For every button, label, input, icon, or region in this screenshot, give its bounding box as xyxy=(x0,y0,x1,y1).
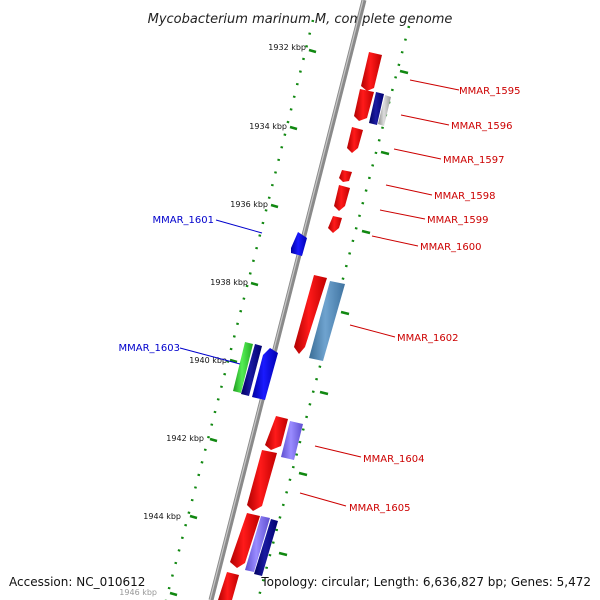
gene-mmar-1602[interactable] xyxy=(294,275,327,354)
forward-genes xyxy=(218,52,391,600)
outer-major-tick xyxy=(298,471,308,477)
inner-major-tick xyxy=(308,48,317,54)
inner-tick-track xyxy=(164,19,315,600)
label-mmar-1602[interactable]: MMAR_1602 xyxy=(397,333,459,344)
kbp-label: 1934 kbp xyxy=(249,122,287,131)
gene-mmar-1604-purple[interactable] xyxy=(281,421,303,460)
gene-mmar-1601[interactable] xyxy=(291,232,307,256)
inner-major-ticks xyxy=(169,48,317,597)
reverse-genes xyxy=(233,232,307,400)
kbp-label: 1944 kbp xyxy=(143,512,181,521)
label-mmar-1604[interactable]: MMAR_1604 xyxy=(363,454,425,465)
gene-forward-navy[interactable] xyxy=(254,519,278,576)
kbp-label: 1936 kbp xyxy=(230,200,268,209)
leader-mmar-1598 xyxy=(385,184,433,196)
kbp-label: 1932 kbp xyxy=(268,43,306,52)
label-mmar-1605[interactable]: MMAR_1605 xyxy=(349,503,411,514)
leader-mmar-1605 xyxy=(299,492,347,507)
gene-mmar-1596[interactable] xyxy=(354,89,374,121)
gene-mmar-1596-grey[interactable] xyxy=(378,95,391,126)
gene-mmar-1600[interactable] xyxy=(328,216,342,233)
kbp-label: 1946 kbp xyxy=(119,588,157,597)
leader-mmar-1604 xyxy=(314,445,362,458)
leader-mmar-1603 xyxy=(179,347,241,365)
outer-major-tick xyxy=(399,69,409,75)
leader-mmar-1600 xyxy=(371,235,419,247)
label-mmar-1600[interactable]: MMAR_1600 xyxy=(420,242,482,253)
genome-backbone xyxy=(208,0,367,600)
genome-backbone-highlight xyxy=(209,0,364,600)
leader-mmar-1601 xyxy=(215,219,263,234)
leader-mmar-1599 xyxy=(379,209,426,220)
map-title: Mycobacterium marinum M, complete genome xyxy=(148,12,453,27)
gene-mmar-1599[interactable] xyxy=(334,185,350,211)
inner-major-tick xyxy=(289,125,298,131)
label-mmar-1597[interactable]: MMAR_1597 xyxy=(443,155,505,166)
gene-mmar-1603-green[interactable] xyxy=(233,342,253,393)
label-mmar-1595[interactable]: MMAR_1595 xyxy=(459,86,521,97)
accession-text: Accession: NC_010612 xyxy=(9,575,145,589)
kbp-label: 1942 kbp xyxy=(166,434,204,443)
inner-major-tick xyxy=(169,591,178,597)
gene-mmar-1603[interactable] xyxy=(252,348,278,400)
gene-mmar-1605[interactable] xyxy=(247,450,277,511)
gene-forward-partial[interactable] xyxy=(218,572,239,600)
gene-mmar-1604[interactable] xyxy=(265,416,288,450)
inner-major-tick xyxy=(209,437,218,443)
label-leaders xyxy=(179,79,460,507)
gene-mmar-1603-navy[interactable] xyxy=(241,344,262,396)
inner-major-tick xyxy=(189,514,198,520)
topology-text: Topology: circular; Length: 6,636,827 bp… xyxy=(260,575,591,589)
kbp-label: 1938 kbp xyxy=(210,278,248,287)
leader-mmar-1596 xyxy=(400,114,450,126)
gene-mmar-1598[interactable] xyxy=(339,170,352,182)
leader-mmar-1602 xyxy=(349,324,396,338)
outer-major-tick xyxy=(319,390,329,396)
gene-mmar-1597[interactable] xyxy=(347,127,363,153)
gene-mmar-1596-navy[interactable] xyxy=(369,92,384,125)
inner-major-tick xyxy=(270,203,279,209)
outer-major-tick xyxy=(361,229,371,235)
kbp-label: 1940 kbp xyxy=(189,356,227,365)
outer-major-tick xyxy=(340,310,350,316)
gene-forward-purple[interactable] xyxy=(245,516,270,572)
inner-major-tick xyxy=(250,281,259,287)
outer-major-ticks xyxy=(278,69,409,557)
label-mmar-1603[interactable]: MMAR_1603 xyxy=(119,343,181,354)
gene-mmar-1595[interactable] xyxy=(361,52,382,91)
label-mmar-1598[interactable]: MMAR_1598 xyxy=(434,191,496,202)
leader-mmar-1595 xyxy=(409,79,460,91)
inner-major-tick xyxy=(229,358,238,364)
leader-mmar-1597 xyxy=(393,148,442,160)
label-mmar-1599[interactable]: MMAR_1599 xyxy=(427,215,489,226)
label-mmar-1596[interactable]: MMAR_1596 xyxy=(451,121,513,132)
outer-major-tick xyxy=(380,150,390,156)
gene-forward[interactable] xyxy=(230,513,260,568)
gene-mmar-1602-steelblue[interactable] xyxy=(309,281,345,361)
outer-major-tick xyxy=(278,551,288,557)
label-mmar-1601[interactable]: MMAR_1601 xyxy=(153,215,215,226)
